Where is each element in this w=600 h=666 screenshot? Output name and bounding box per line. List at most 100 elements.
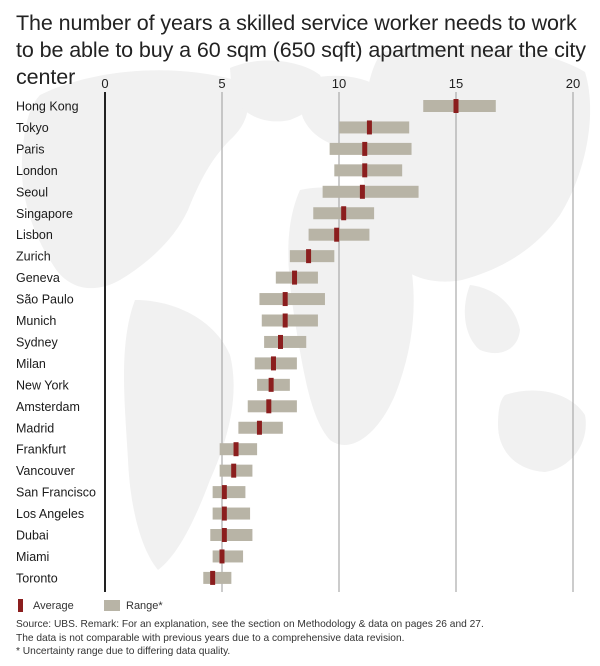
legend-range-label: Range* bbox=[126, 600, 163, 612]
average-marker bbox=[362, 141, 368, 156]
chart-row: São Paulo bbox=[16, 292, 325, 307]
average-marker bbox=[306, 249, 312, 264]
range-bar bbox=[212, 550, 244, 563]
chart-row: Munich bbox=[16, 313, 318, 328]
chart-row: London bbox=[16, 163, 403, 178]
category-label: Miami bbox=[16, 550, 49, 564]
category-label: Dubai bbox=[16, 529, 49, 543]
range-bar bbox=[261, 314, 318, 327]
uncertainty-footnote: * Uncertainty range due to differing dat… bbox=[16, 646, 231, 657]
average-marker bbox=[256, 420, 262, 435]
chart-row: Dubai bbox=[16, 528, 253, 543]
category-label: New York bbox=[16, 378, 70, 392]
chart-row: Vancouver bbox=[16, 463, 253, 478]
average-marker bbox=[366, 120, 372, 135]
average-marker bbox=[266, 399, 272, 414]
x-tick-label: 10 bbox=[332, 76, 346, 91]
range-bar bbox=[212, 507, 251, 520]
chart-row: Zurich bbox=[16, 249, 335, 264]
world-map-background bbox=[21, 44, 591, 570]
chart-row: Paris bbox=[16, 141, 412, 156]
average-marker bbox=[231, 463, 237, 478]
category-label: San Francisco bbox=[16, 486, 96, 500]
average-marker bbox=[221, 506, 227, 521]
x-tick-label: 0 bbox=[101, 76, 108, 91]
chart-title: The number of years a skilled service wo… bbox=[16, 11, 586, 89]
category-label: São Paulo bbox=[16, 293, 74, 307]
category-label: Hong Kong bbox=[16, 100, 79, 114]
average-marker bbox=[270, 356, 276, 371]
average-marker bbox=[268, 377, 274, 392]
chart-row: New York bbox=[16, 377, 290, 392]
category-label: Munich bbox=[16, 314, 56, 328]
category-label: Geneva bbox=[16, 271, 60, 285]
average-marker bbox=[282, 313, 288, 328]
average-marker bbox=[362, 163, 368, 178]
average-marker bbox=[210, 570, 216, 585]
category-label: London bbox=[16, 164, 58, 178]
range-bar bbox=[329, 142, 412, 155]
category-label: Tokyo bbox=[16, 121, 49, 135]
chart-row: Lisbon bbox=[16, 227, 370, 242]
category-label: Toronto bbox=[16, 571, 58, 585]
category-label: Madrid bbox=[16, 421, 54, 435]
legend-average-label: Average bbox=[33, 600, 74, 612]
average-marker bbox=[233, 442, 239, 457]
category-label: Los Angeles bbox=[16, 507, 84, 521]
range-bar bbox=[247, 400, 297, 413]
range-bar bbox=[212, 486, 246, 499]
average-marker bbox=[278, 334, 283, 349]
legend-average-swatch bbox=[18, 599, 23, 612]
range-bar bbox=[339, 121, 410, 134]
category-label: Paris bbox=[16, 142, 44, 156]
range-bar bbox=[259, 293, 325, 306]
chart-row: Seoul bbox=[16, 184, 419, 199]
legend-range-swatch bbox=[104, 600, 120, 611]
x-tick-label: 20 bbox=[566, 76, 580, 91]
range-bar bbox=[264, 335, 307, 348]
range-bar bbox=[203, 571, 232, 584]
average-marker bbox=[221, 528, 227, 542]
revision-note: The data is not comparable with previous… bbox=[16, 632, 405, 644]
x-tick-label: 15 bbox=[449, 76, 463, 91]
chart-row: Amsterdam bbox=[16, 399, 297, 414]
chart-row: Toronto bbox=[16, 570, 232, 585]
source-note: Source: UBS. Remark: For an explanation,… bbox=[16, 619, 484, 630]
chart-rows: Hong Kong Tokyo Paris London Seoul Singapore L… bbox=[16, 99, 496, 585]
chart-row: Singapore bbox=[16, 206, 375, 221]
category-label: Amsterdam bbox=[16, 400, 80, 414]
category-label: Milan bbox=[16, 357, 46, 371]
average-marker bbox=[219, 549, 225, 564]
x-tick-label: 5 bbox=[218, 76, 225, 91]
category-label: Lisbon bbox=[16, 228, 53, 242]
average-marker bbox=[453, 99, 459, 113]
average-marker bbox=[221, 485, 227, 500]
average-marker bbox=[359, 184, 365, 199]
chart-row: Frankfurt bbox=[16, 442, 258, 457]
chart-row: Miami bbox=[16, 549, 244, 564]
chart-row: Los Angeles bbox=[16, 506, 251, 521]
category-label: Seoul bbox=[16, 185, 48, 199]
average-marker bbox=[292, 270, 298, 285]
average-marker bbox=[334, 227, 340, 242]
chart-row: Geneva bbox=[16, 270, 318, 285]
chart-row: Madrid bbox=[16, 420, 283, 435]
chart-row: Sydney bbox=[16, 334, 307, 349]
category-label: Zurich bbox=[16, 250, 51, 264]
range-bar bbox=[423, 100, 496, 112]
range-bar bbox=[210, 529, 253, 541]
category-label: Frankfurt bbox=[16, 443, 67, 457]
category-label: Vancouver bbox=[16, 464, 75, 478]
category-label: Singapore bbox=[16, 207, 73, 221]
chart-row: Tokyo bbox=[16, 120, 410, 135]
footer: Source: UBS. Remark: For an explanation,… bbox=[16, 618, 484, 659]
category-label: Sydney bbox=[16, 335, 58, 349]
chart-row: San Francisco bbox=[16, 485, 246, 500]
x-tick-labels: 0 5 10 15 20 bbox=[101, 76, 580, 91]
chart-row: Milan bbox=[16, 356, 297, 371]
range-bar bbox=[289, 250, 335, 263]
chart-row: Hong Kong bbox=[16, 99, 496, 114]
range-bar bbox=[322, 185, 419, 198]
legend: Average Range* bbox=[16, 598, 216, 614]
